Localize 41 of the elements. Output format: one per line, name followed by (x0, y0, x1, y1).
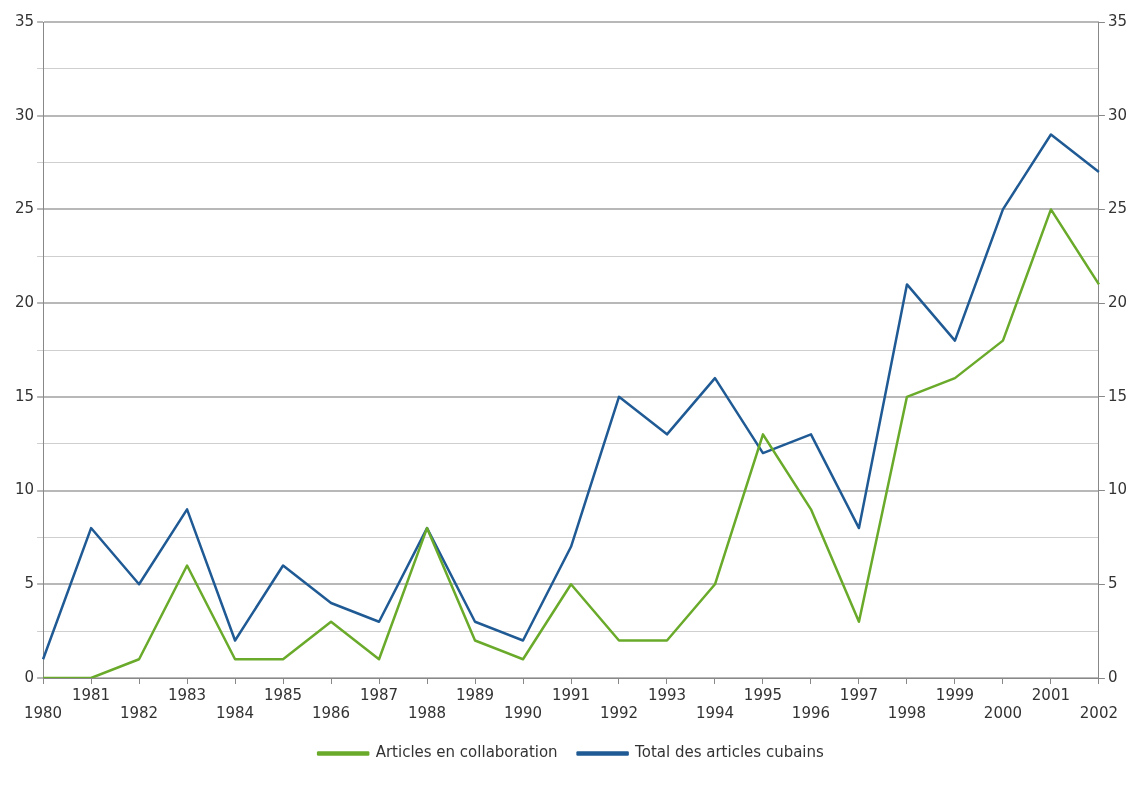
y2-tick-label: 0 (24, 667, 35, 686)
x-tick-label: 1990 (503, 703, 543, 722)
x-tick-label: 1993 (647, 685, 687, 704)
y2-tick-label: 30 (14, 105, 35, 124)
x-tick-label: 1997 (839, 685, 879, 704)
y-tick-label: 35 (1107, 11, 1128, 30)
y-tick-label: 20 (1107, 293, 1128, 312)
legend-label: Articles en collaboration (375, 743, 558, 762)
y-tick-label: 5 (1107, 574, 1118, 593)
x-tick-label: 1989 (455, 685, 495, 704)
x-tick-label: 1981 (71, 685, 111, 704)
y-tick-label: 15 (1107, 386, 1128, 405)
y2-tick-label: 10 (14, 480, 35, 499)
y2-tick-label: 35 (14, 11, 35, 30)
y2-tick-label: 5 (24, 574, 35, 593)
x-tick-label: 1994 (695, 703, 735, 722)
x-tick-label: 1998 (887, 703, 927, 722)
x-tick-label: 1982 (119, 703, 159, 722)
y2-tick-label: 25 (14, 199, 35, 218)
legend-label: Total des articles cubains (634, 743, 825, 762)
y-tick-label: 30 (1107, 105, 1128, 124)
y2-tick-label: 15 (14, 386, 35, 405)
x-tick-label: 1999 (935, 685, 975, 704)
y-tick-label: 10 (1107, 480, 1128, 499)
x-tick-label: 1983 (167, 685, 207, 704)
x-tick-label: 2001 (1031, 685, 1071, 704)
x-tick-label: 1987 (359, 685, 399, 704)
x-tick-label: 1992 (599, 703, 639, 722)
y-tick-label: 25 (1107, 199, 1128, 218)
x-tick-label: 1991 (551, 685, 591, 704)
x-tick-label: 1995 (743, 685, 783, 704)
x-tick-label: 1988 (407, 703, 447, 722)
x-tick-label: 1980 (23, 703, 63, 722)
x-tick-label: 1986 (311, 703, 351, 722)
x-tick-label: 2002 (1079, 703, 1119, 722)
x-tick-label: 1984 (215, 703, 255, 722)
x-tick-label: 1985 (263, 685, 303, 704)
y-tick-label: 0 (1107, 667, 1118, 686)
x-tick-label: 2000 (983, 703, 1023, 722)
x-tick-label: 1996 (791, 703, 831, 722)
y2-tick-label: 20 (14, 293, 35, 312)
